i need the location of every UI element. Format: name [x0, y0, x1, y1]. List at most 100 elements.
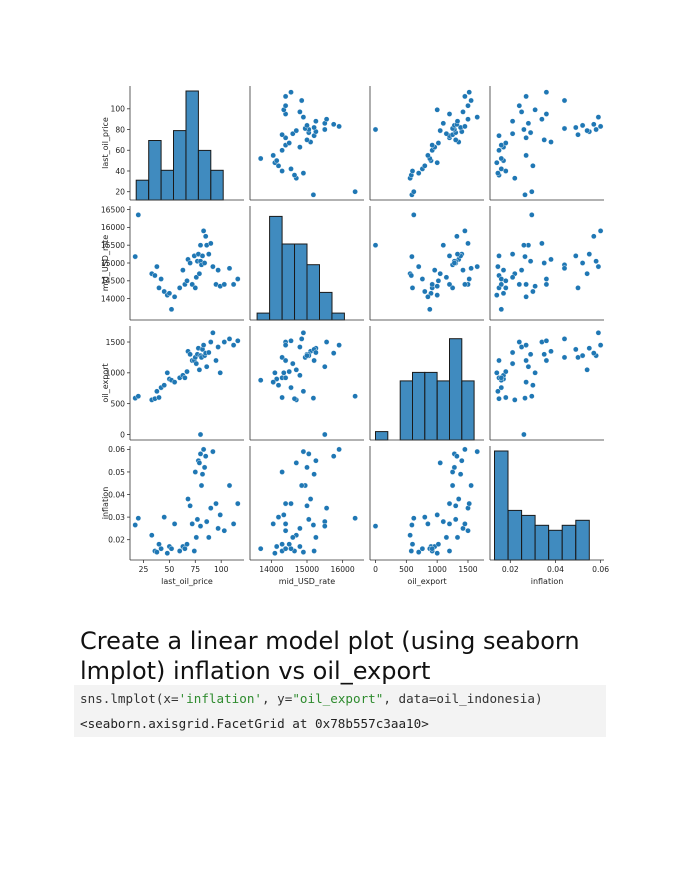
scatter-point — [474, 263, 481, 270]
histogram-bar-mid_USD_rate — [281, 243, 296, 321]
scatter-point — [189, 521, 195, 527]
scatter-point — [199, 471, 206, 478]
scatter-point — [291, 172, 298, 178]
scatter-point — [421, 162, 428, 169]
scatter-point — [530, 382, 536, 389]
scatter-point — [297, 344, 303, 350]
scatter-point — [502, 394, 509, 401]
scatter-point — [443, 274, 450, 281]
scatter-point — [465, 240, 471, 247]
scatter-point — [584, 127, 590, 134]
scatter-point — [194, 516, 201, 523]
scatter-point — [543, 89, 550, 95]
scatter-point — [171, 521, 178, 527]
scatter-point — [184, 541, 190, 548]
scatter-point — [279, 354, 285, 361]
scatter-point — [289, 130, 296, 137]
scatter-point — [234, 500, 241, 507]
y-tick-label: 16500 — [101, 205, 125, 214]
histogram-bar-inflation — [534, 524, 550, 561]
y-tick-label: 0.02 — [108, 535, 125, 544]
scatter-point — [468, 482, 474, 489]
scatter-point — [561, 354, 568, 361]
scatter-point — [500, 267, 507, 273]
scatter-point — [270, 521, 277, 527]
scatter-point — [154, 263, 160, 270]
scatter-point — [171, 293, 178, 300]
scatter-point — [300, 549, 307, 555]
scatter-point — [321, 431, 328, 438]
scatter-point — [518, 109, 525, 115]
scatter-point — [168, 545, 175, 552]
scatter-point — [191, 548, 198, 554]
scatter-point — [304, 464, 310, 471]
scatter-point — [455, 496, 462, 502]
markdown-heading: Create a linear model plot (using seabor… — [80, 627, 580, 685]
code-line[interactable]: sns.lmplot(x='inflation', y="oil_export"… — [80, 691, 543, 706]
scatter-point — [527, 351, 534, 358]
scatter-point — [272, 550, 278, 557]
scatter-point — [207, 339, 214, 345]
scatter-point — [193, 274, 200, 281]
scatter-point — [543, 276, 550, 282]
scatter-point — [197, 523, 204, 529]
scatter-point — [297, 543, 303, 550]
scatter-point — [591, 121, 597, 128]
x-tick-label: 500 — [399, 565, 414, 574]
scatter-point — [213, 357, 219, 364]
scatter-point — [197, 451, 204, 457]
scatter-point — [429, 545, 436, 552]
histogram-bar-last_oil_price — [173, 130, 187, 201]
x-axis-label: last_oil_price — [161, 577, 213, 586]
x-tick-label: 0.04 — [547, 565, 564, 574]
scatter-point — [313, 534, 319, 541]
scatter-point — [196, 270, 203, 277]
scatter-point — [548, 139, 554, 145]
x-tick-label: 0.02 — [502, 565, 519, 574]
y-tick-label: 40 — [115, 167, 125, 176]
scatter-point — [215, 344, 221, 350]
scatter-point — [498, 306, 505, 313]
scatter-point — [597, 228, 604, 234]
scatter-point — [230, 281, 237, 288]
scatter-point — [429, 142, 436, 148]
scatter-point — [279, 541, 285, 548]
scatter-point — [579, 352, 586, 359]
scatter-point — [498, 384, 505, 391]
y-tick-label: 14500 — [101, 277, 125, 286]
scatter-point — [257, 155, 264, 162]
scatter-point — [522, 253, 528, 260]
scatter-point — [543, 357, 550, 364]
scatter-point — [523, 293, 529, 300]
scatter-point — [282, 93, 289, 100]
scatter-point — [595, 263, 602, 270]
scatter-point — [434, 107, 441, 113]
scatter-point — [409, 541, 416, 548]
scatter-point — [415, 170, 422, 176]
scatter-point — [286, 140, 293, 146]
scatter-point — [289, 534, 296, 541]
scatter-point — [279, 469, 285, 475]
scatter-point — [187, 502, 193, 509]
scatter-point — [182, 545, 188, 552]
scatter-point — [543, 281, 550, 288]
histogram-bar-oil_export — [375, 431, 389, 441]
cell-output: <seaborn.axisgrid.FacetGrid at 0x78b557c… — [80, 716, 429, 731]
scatter-point — [215, 267, 221, 273]
code-string-token: "oil_export" — [292, 691, 384, 706]
scatter-point — [541, 351, 548, 358]
scatter-point — [171, 379, 178, 385]
scatter-point — [516, 102, 523, 109]
scatter-point — [197, 431, 204, 438]
scatter-point — [425, 521, 431, 527]
scatter-point — [597, 342, 604, 348]
scatter-point — [523, 152, 529, 159]
scatter-point — [548, 256, 554, 263]
code-cell[interactable]: sns.lmplot(x='inflation', y="oil_export"… — [74, 685, 606, 737]
scatter-point — [234, 276, 241, 282]
scatter-point — [498, 155, 505, 162]
scatter-point — [304, 137, 310, 143]
histogram-bar-mid_USD_rate — [331, 312, 345, 321]
scatter-point — [573, 124, 579, 131]
histogram-bar-oil_export — [412, 371, 426, 441]
